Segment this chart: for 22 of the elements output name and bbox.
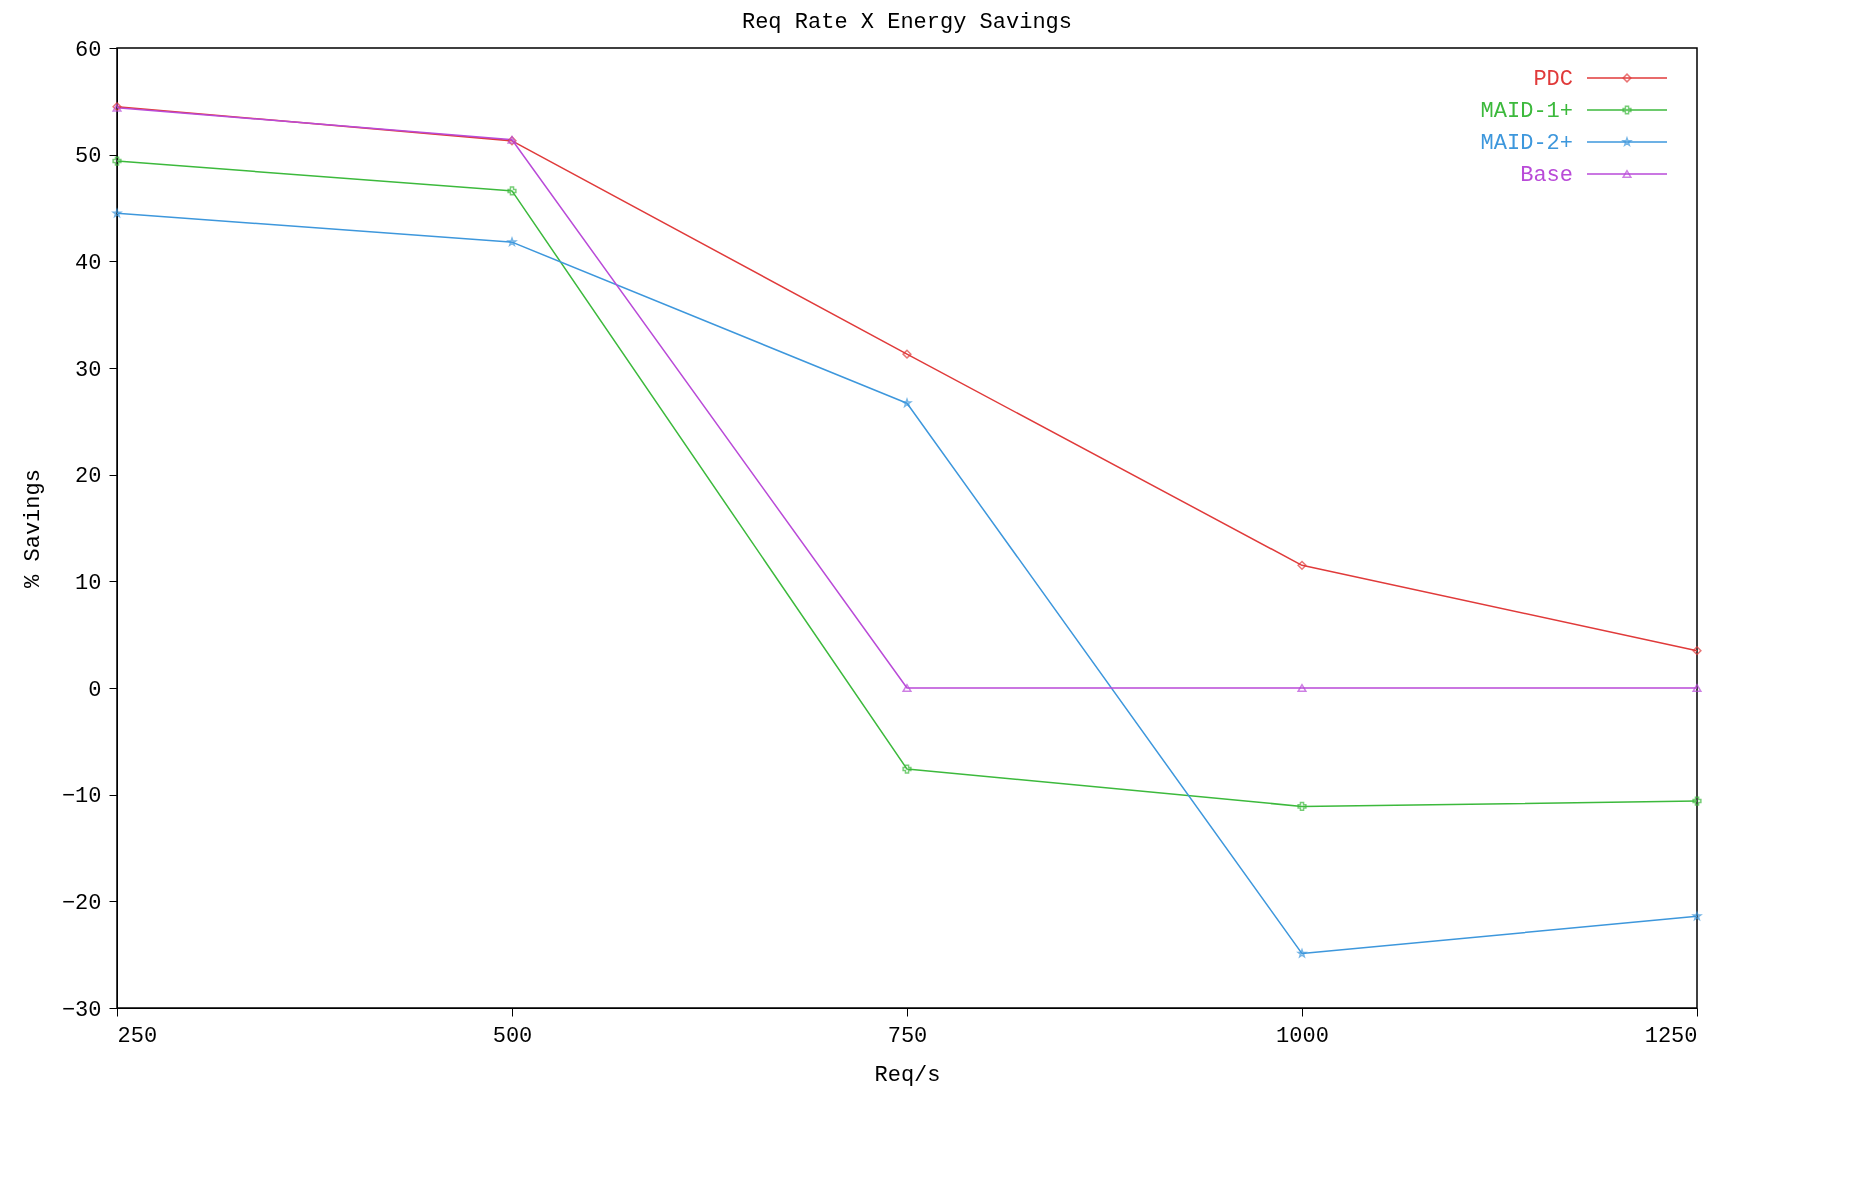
y-tick-label: 40: [75, 250, 102, 276]
y-tick-label: 50: [75, 144, 102, 170]
y-tick-label: 60: [75, 37, 102, 63]
x-tick-label: 500: [492, 1023, 533, 1049]
legend-label: PDC: [1533, 67, 1573, 92]
y-tick-label: 10: [75, 570, 102, 596]
x-tick-label: 1250: [1644, 1023, 1698, 1049]
y-tick-label: 0: [88, 677, 102, 703]
legend-label: Base: [1520, 163, 1573, 188]
x-tick-label: 250: [117, 1023, 158, 1049]
x-tick-label: 750: [887, 1023, 928, 1049]
y-tick-label: −20: [61, 890, 102, 916]
x-tick-label: 1000: [1276, 1023, 1329, 1049]
x-axis-title: Req/s: [874, 1062, 941, 1088]
chart-title: Req Rate X Energy Savings: [741, 10, 1073, 35]
y-axis-title: % Savings: [20, 469, 46, 588]
legend-label: MAID-2+: [1480, 131, 1573, 156]
y-tick-label: −30: [61, 997, 102, 1023]
y-tick-label: 20: [75, 464, 102, 490]
y-tick-label: −10: [61, 784, 102, 810]
legend-label: MAID-1+: [1480, 99, 1573, 124]
y-tick-label: 30: [75, 357, 102, 383]
